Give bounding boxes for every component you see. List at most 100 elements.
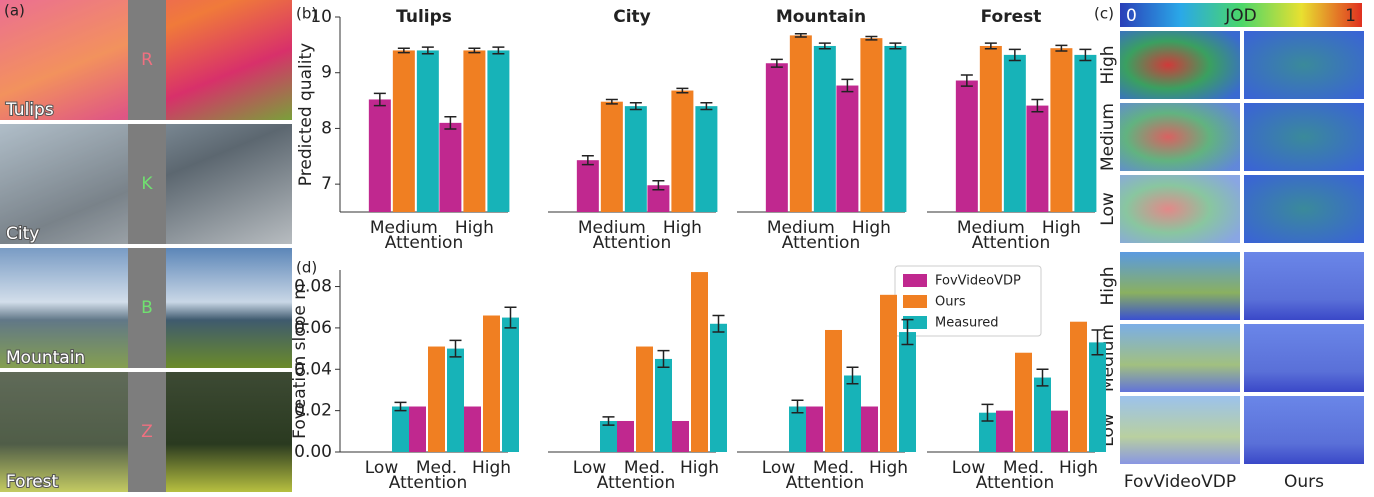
- jod-map: [1120, 324, 1240, 392]
- y-tick-label: 7: [321, 174, 332, 194]
- bar: [1026, 105, 1049, 212]
- jod-map: [1244, 396, 1364, 464]
- bar: [979, 412, 996, 452]
- y-tick-label: 9: [321, 63, 332, 83]
- row-label: Medium: [1098, 103, 1118, 171]
- blur-region: [0, 372, 128, 492]
- bar: [671, 90, 694, 212]
- x-tick-label: High: [455, 218, 494, 238]
- x-axis-label: Attention: [389, 473, 467, 493]
- error-bar: [901, 318, 914, 346]
- x-axis-label: Attention: [972, 233, 1050, 253]
- bar: [672, 420, 689, 452]
- bar: [447, 348, 464, 452]
- x-tick-label: Med.: [1003, 458, 1044, 478]
- error-bar: [712, 314, 725, 333]
- error-bar: [818, 42, 831, 50]
- error-bar: [581, 154, 594, 166]
- x-tick-label: High: [663, 218, 702, 238]
- row-label: High: [1098, 266, 1118, 305]
- jod-map: [1120, 31, 1240, 99]
- legend-label: Ours: [935, 295, 966, 310]
- scene-name: Mountain: [6, 348, 85, 368]
- row-label: Low: [1098, 192, 1118, 226]
- error-bar: [1091, 329, 1104, 356]
- x-axis-label: Attention: [385, 233, 463, 253]
- error-bar: [602, 416, 615, 426]
- bar: [1074, 54, 1097, 213]
- bar: [860, 38, 883, 212]
- bar: [844, 375, 861, 452]
- bar: [806, 406, 823, 452]
- error-bar: [449, 339, 462, 358]
- error-bar: [700, 102, 713, 111]
- gray-strip: [128, 372, 166, 492]
- error-bar: [397, 47, 410, 54]
- error-bar: [394, 401, 407, 412]
- stimulus-letter: B: [141, 298, 153, 318]
- x-tick-label: High: [852, 218, 891, 238]
- stimulus-letter: R: [141, 50, 153, 70]
- x-axis-label: Attention: [593, 233, 671, 253]
- blur-region: [0, 124, 128, 244]
- bar: [624, 106, 647, 212]
- bar: [647, 185, 670, 212]
- bar: [765, 63, 788, 212]
- bar: [884, 45, 907, 212]
- bar: [1003, 54, 1026, 213]
- y-tick-label: 0.00: [294, 442, 332, 462]
- error-bar: [791, 399, 804, 414]
- bar: [576, 160, 599, 212]
- jod-map: [1244, 324, 1364, 392]
- error-bar: [960, 74, 973, 87]
- blur-region: [0, 0, 128, 120]
- legend-swatch: [903, 274, 927, 287]
- x-tick-label: High: [869, 458, 908, 478]
- error-bar: [468, 47, 481, 54]
- bar: [483, 315, 500, 452]
- stimulus-letter: Z: [141, 422, 153, 442]
- error-bar: [846, 366, 859, 385]
- bar: [1050, 48, 1073, 213]
- x-tick-label: Med.: [416, 458, 457, 478]
- colorbar-tick: 1: [1345, 6, 1356, 26]
- subplot-title: City: [613, 7, 651, 27]
- error-bar: [841, 78, 854, 93]
- colorbar-tick: 0: [1126, 6, 1137, 26]
- bar: [600, 101, 623, 212]
- bar: [789, 406, 806, 452]
- bar: [655, 358, 672, 452]
- bar: [428, 346, 445, 452]
- jod-map: [1120, 252, 1240, 320]
- error-bar: [1031, 98, 1044, 113]
- gray-strip: [128, 248, 166, 368]
- y-axis-label: Foveation slope m: [290, 283, 310, 439]
- bar: [392, 406, 409, 452]
- jod-map: [1120, 396, 1240, 464]
- column-label: Ours: [1284, 472, 1324, 492]
- error-bar: [629, 102, 642, 111]
- x-tick-label: Medium: [957, 218, 1025, 238]
- jod-map: [1244, 252, 1364, 320]
- error-bar: [1055, 44, 1068, 52]
- bar: [392, 50, 415, 212]
- bar: [1070, 321, 1087, 452]
- x-axis-label: Attention: [976, 473, 1054, 493]
- bar: [899, 332, 916, 452]
- error-bar: [984, 42, 997, 50]
- error-bar: [421, 46, 434, 55]
- jod-map: [1120, 175, 1240, 243]
- x-tick-label: Med.: [624, 458, 665, 478]
- bar: [600, 420, 617, 452]
- x-tick-label: Med.: [813, 458, 854, 478]
- panel-c: 0 JOD 1HighMediumLowHighMediumLowFovVideoV…: [1098, 3, 1364, 492]
- y-tick-label: 0.06: [294, 318, 332, 338]
- bar: [368, 99, 391, 212]
- subplot-title: Forest: [981, 7, 1042, 27]
